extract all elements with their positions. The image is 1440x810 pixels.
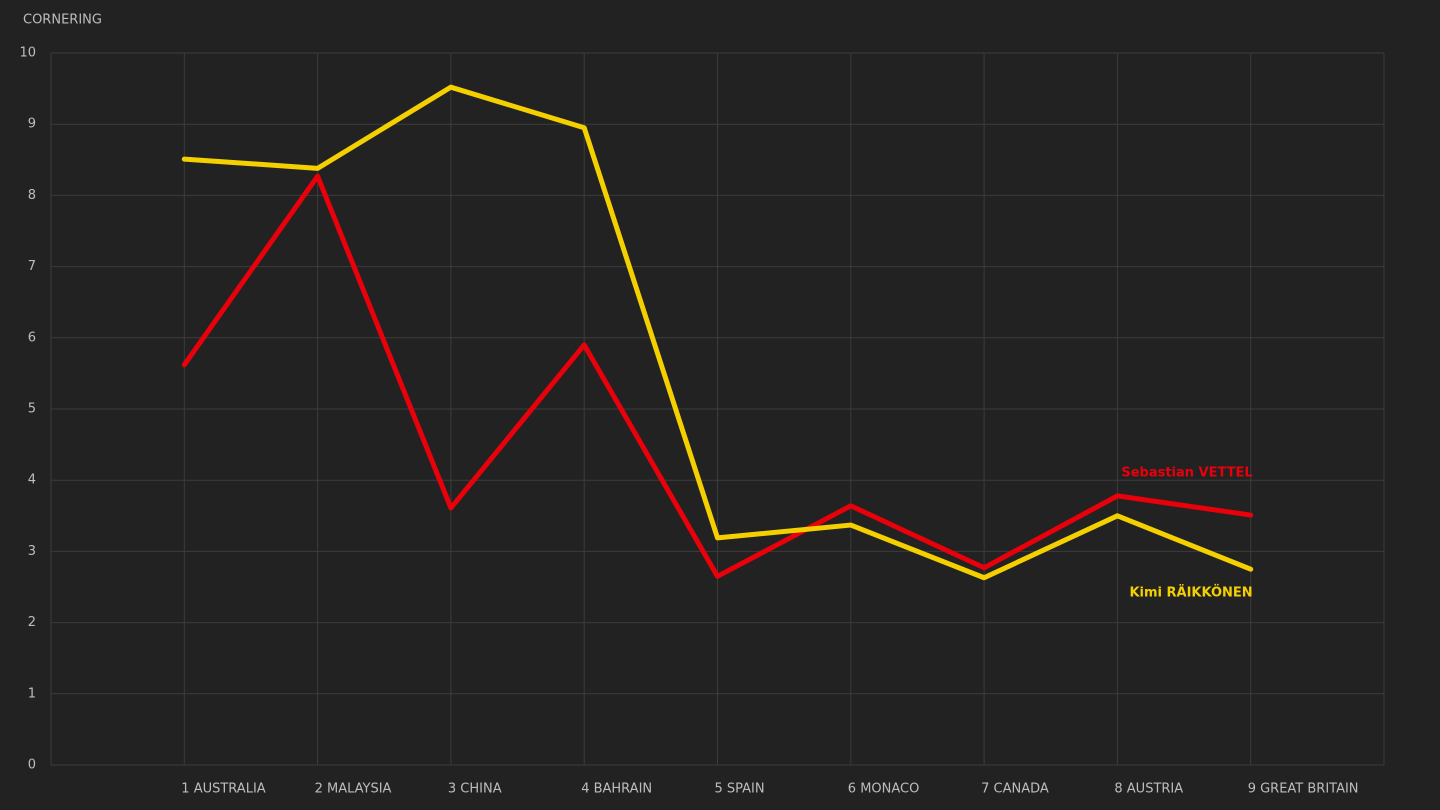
x-tick-label: 3 CHINA bbox=[448, 782, 502, 797]
series-line bbox=[181, 84, 1254, 581]
x-tick-label: 5 SPAIN bbox=[715, 782, 765, 797]
x-tick-label: 9 GREAT BRITAIN bbox=[1248, 782, 1359, 797]
y-tick-label: 7 bbox=[28, 259, 36, 274]
y-tick-label: 5 bbox=[28, 402, 36, 417]
y-tick-label: 4 bbox=[28, 473, 36, 488]
y-tick-label: 6 bbox=[28, 330, 36, 345]
x-tick-label: 7 CANADA bbox=[981, 782, 1049, 797]
y-tick-label: 0 bbox=[28, 758, 36, 773]
x-tick-label: 2 MALAYSIA bbox=[315, 782, 392, 797]
x-tick-label: 4 BAHRAIN bbox=[581, 782, 652, 797]
x-tick-label: 1 AUSTRALIA bbox=[181, 782, 265, 797]
y-tick-label: 1 bbox=[28, 686, 36, 701]
y-tick-label: 3 bbox=[28, 544, 36, 559]
chart-title: CORNERING bbox=[23, 13, 102, 28]
y-tick-label: 8 bbox=[28, 188, 36, 203]
x-tick-label: 6 MONACO bbox=[848, 782, 920, 797]
x-tick-label: 8 AUSTRIA bbox=[1114, 782, 1183, 797]
series-label: Kimi RÄIKKÖNEN bbox=[1129, 585, 1252, 601]
y-tick-label: 10 bbox=[19, 46, 36, 61]
series-label: Sebastian VETTEL bbox=[1121, 466, 1252, 481]
series-line bbox=[181, 173, 1254, 579]
y-tick-label: 2 bbox=[28, 615, 36, 630]
y-tick-label: 9 bbox=[28, 117, 36, 132]
